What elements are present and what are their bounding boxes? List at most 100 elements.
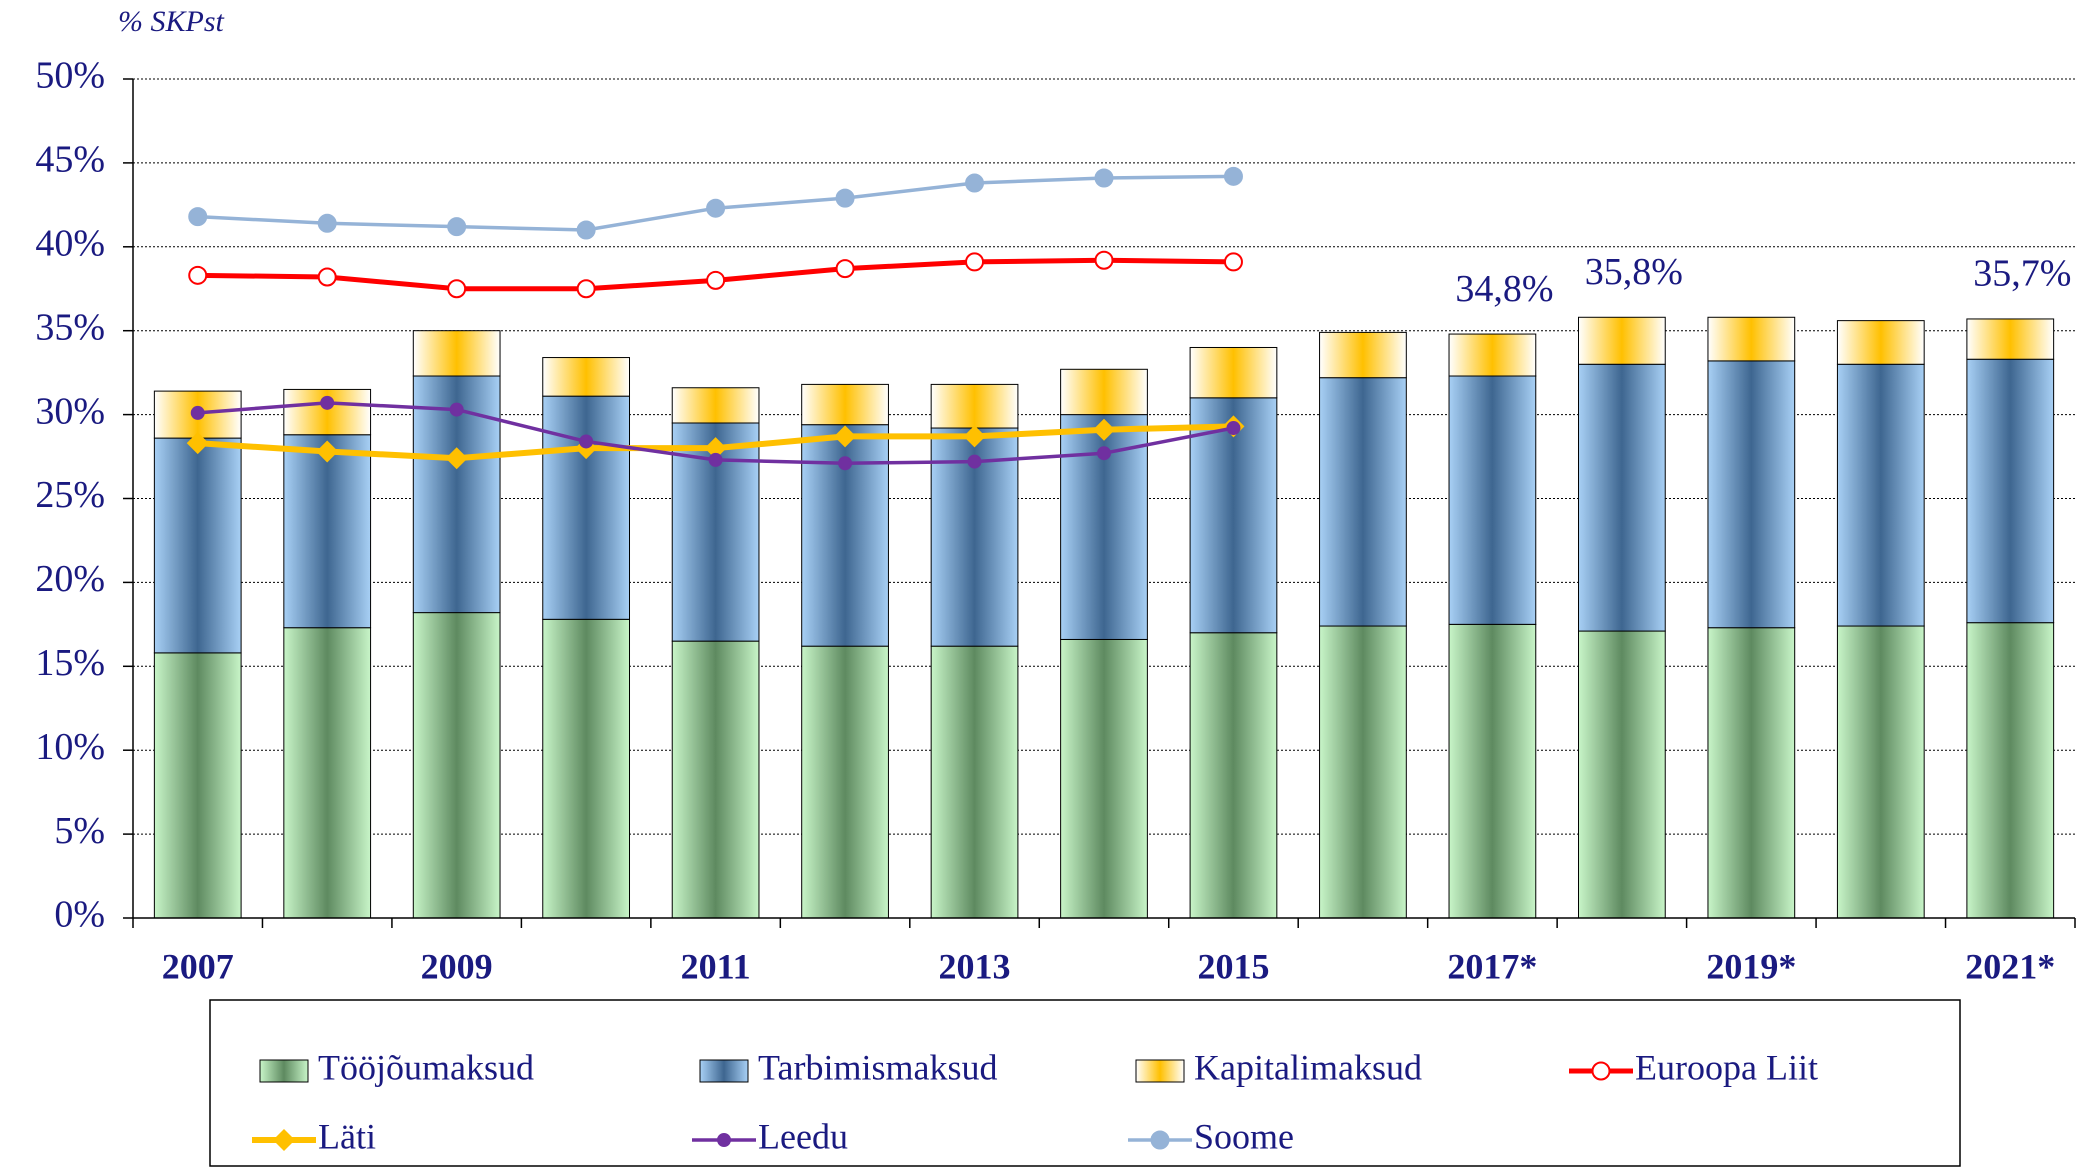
legend-item: Euroopa Liit [1569,1047,1818,1087]
bar-segment [1577,630,1666,919]
legend-swatch [259,1059,309,1083]
line-marker [706,198,726,218]
line-marker [1094,250,1114,270]
y-tick-label: 5% [54,810,105,852]
legend-item: Tarbimismaksud [699,1047,997,1087]
line-marker [834,425,857,448]
legend-label: Läti [318,1116,376,1156]
bar-segment [1966,358,2055,624]
legend-label: Soome [1194,1116,1294,1156]
line-marker [447,217,467,237]
bar-segment [671,387,760,424]
bar-segment [1448,333,1537,377]
legend-item: Leedu [692,1116,848,1156]
legend-marker [1591,1061,1611,1081]
bar-segment [1319,377,1407,627]
line-marker [967,454,982,469]
legend-marker [717,1133,731,1147]
line-marker [316,440,339,463]
y-tick-label: 50% [35,55,105,97]
legend-item: Läti [252,1116,376,1156]
line-marker [1226,421,1241,436]
bar-segment [1189,632,1278,919]
total-label: 35,8% [1585,251,1683,293]
bar-segment [412,330,501,377]
line-marker [190,405,205,420]
y-axis-label: % SKPst [118,5,225,38]
bar-segment [1707,360,1796,629]
legend-swatch [1135,1059,1185,1083]
bar-segment [1319,331,1407,379]
legend-box [209,999,1961,1167]
bar-segment [1836,625,1925,919]
bar-segment [930,383,1019,429]
bar-segment [1577,316,1666,365]
line-marker [1223,166,1243,186]
line-marker [576,279,596,299]
bar-segment [801,383,889,426]
legend-item: Soome [1128,1116,1294,1156]
x-tick-label: 2021* [1965,946,2055,986]
line-marker [963,425,986,448]
bar-segment [930,645,1019,919]
legend-marker [273,1129,295,1151]
line-marker [188,207,208,227]
legend-label: Euroopa Liit [1635,1047,1818,1087]
x-tick-label: 2019* [1706,946,1796,986]
x-tick-label: 2015 [1197,946,1269,986]
line-marker [835,188,855,208]
line-marker [965,173,985,193]
x-tick-label: 2017* [1447,946,1537,986]
bar-segment [1060,638,1148,919]
y-tick-label: 40% [35,223,105,265]
bar-segment [1707,627,1796,919]
bar-segment [1836,320,1925,365]
bar-segment [801,645,889,919]
y-tick-label: 20% [35,558,105,600]
bar-segment [542,357,631,397]
x-tick-label: 2007 [162,946,234,986]
y-tick-label: 45% [35,139,105,181]
line-marker [1093,418,1115,441]
bar-segment [1966,318,2055,360]
total-label: 34,8% [1455,268,1553,310]
x-tick-label: 2011 [681,946,751,986]
line-marker [1097,446,1111,461]
line-marker [1094,168,1114,188]
bar-segment [153,652,242,919]
line-marker [1223,252,1243,272]
bar-segment [412,612,501,919]
bar-segment [1189,346,1278,399]
y-tick-label: 10% [35,726,105,768]
line-marker [186,432,209,455]
legend-label: Kapitalimaksud [1194,1047,1422,1087]
bar-segment [542,618,631,919]
x-tick-label: 2009 [421,946,493,986]
line-marker [317,213,337,233]
line-marker [708,452,723,467]
bar-segment [283,627,372,919]
y-tick-label: 0% [54,894,105,936]
y-tick-label: 30% [35,390,105,432]
line-marker [320,395,335,410]
bar-segment [542,395,631,620]
legend-item: Kapitalimaksud [1135,1047,1422,1087]
line-marker [838,456,853,471]
legend-label: Tööjõumaksud [318,1047,534,1087]
y-tick-label: 15% [35,642,105,684]
x-tick-label: 2013 [939,946,1011,986]
line-marker [447,279,467,299]
y-tick-label: 25% [35,474,105,516]
line-marker [576,220,596,240]
bar-segment [1836,363,1925,627]
legend-label: Tarbimismaksud [758,1047,997,1087]
bar-segment [1707,316,1796,362]
bar-segment [1577,363,1666,632]
legend-swatch [699,1059,749,1083]
line-marker [835,259,855,279]
legend-marker [1150,1130,1170,1150]
bar-segment [1448,375,1537,625]
line-marker [704,437,727,460]
